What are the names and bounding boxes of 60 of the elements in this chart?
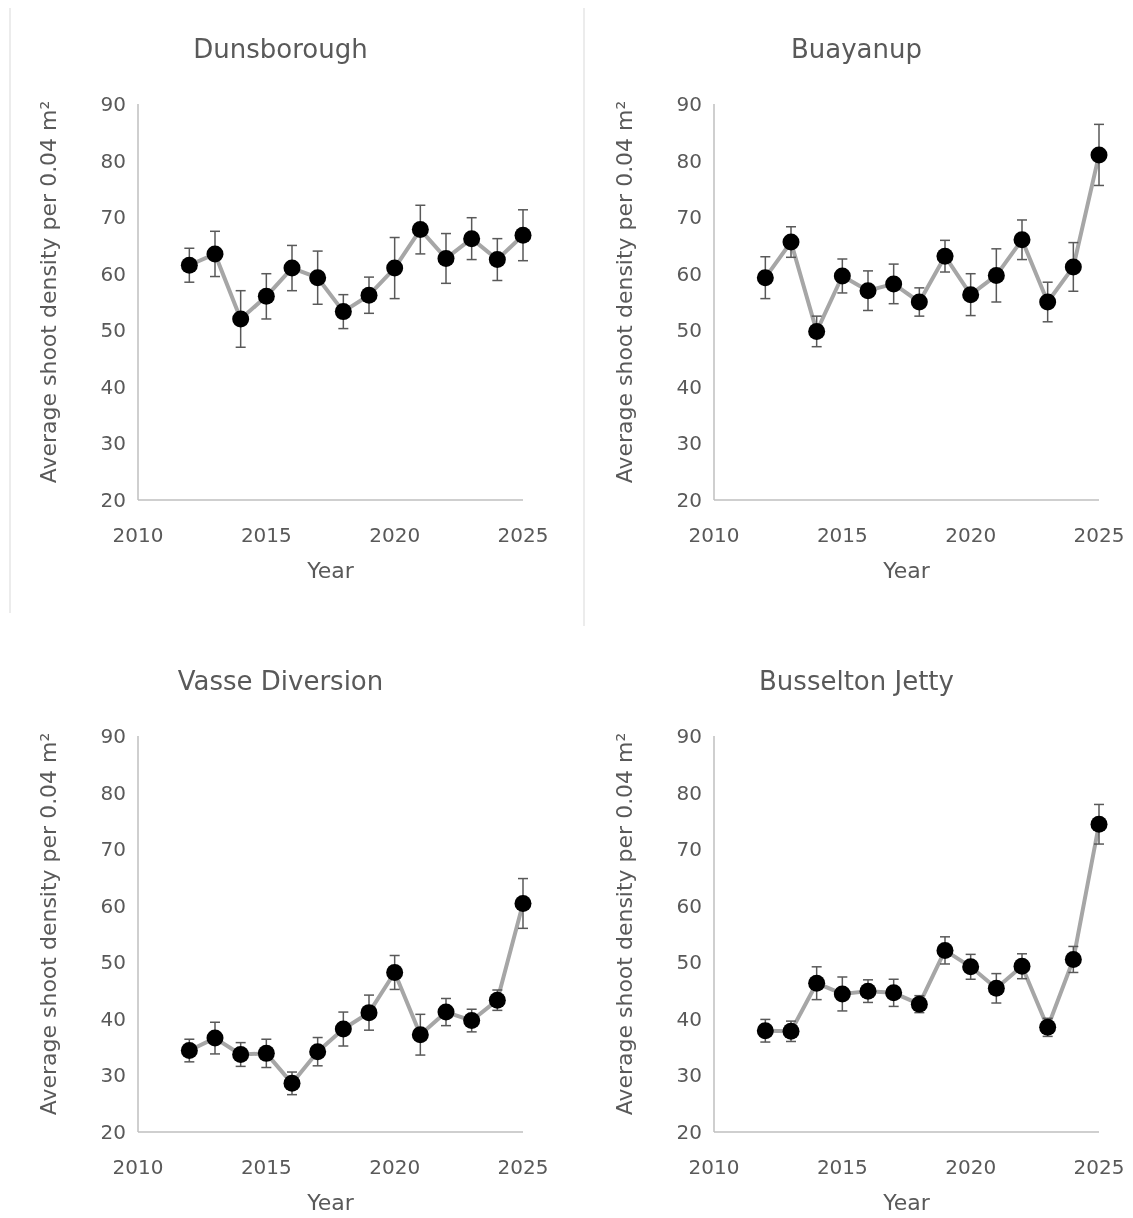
chart-title: Vasse Diversion bbox=[177, 666, 384, 696]
x-tick-label: 2025 bbox=[497, 523, 549, 547]
y-axis-title: Average shoot density per 0.04 m² bbox=[36, 732, 61, 1116]
chart-title: Dunsborough bbox=[193, 34, 368, 64]
y-tick-label: 40 bbox=[676, 1006, 702, 1031]
y-tick-label: 20 bbox=[100, 488, 126, 512]
y-tick-label: 60 bbox=[100, 261, 126, 286]
x-tick-label: 2010 bbox=[112, 1155, 164, 1179]
y-tick-label: 60 bbox=[676, 261, 702, 286]
y-tick-label: 50 bbox=[676, 950, 702, 975]
y-tick-label: 40 bbox=[676, 374, 702, 399]
x-axis-title: Year bbox=[306, 558, 355, 583]
y-tick-label: 80 bbox=[676, 780, 702, 805]
x-tick-label: 2020 bbox=[369, 1155, 421, 1179]
x-axis-title: Year bbox=[306, 1190, 355, 1215]
y-tick-label: 70 bbox=[676, 837, 702, 862]
y-tick-label: 90 bbox=[100, 92, 126, 116]
y-axis-title: Average shoot density per 0.04 m² bbox=[612, 732, 637, 1116]
y-tick-label: 20 bbox=[100, 1120, 126, 1144]
x-tick-label: 2010 bbox=[688, 523, 740, 547]
y-tick-label: 80 bbox=[100, 780, 126, 805]
y-axis-title: Average shoot density per 0.04 m² bbox=[36, 100, 61, 484]
x-tick-label: 2020 bbox=[945, 523, 997, 547]
x-tick-label: 2015 bbox=[816, 1155, 868, 1179]
x-tick-label: 2025 bbox=[1073, 523, 1125, 547]
x-tick-label: 2025 bbox=[1073, 1155, 1125, 1179]
y-tick-label: 90 bbox=[100, 724, 126, 748]
y-tick-label: 70 bbox=[100, 205, 126, 230]
y-tick-label: 30 bbox=[676, 431, 702, 456]
x-tick-label: 2025 bbox=[497, 1155, 549, 1179]
y-tick-label: 20 bbox=[676, 488, 702, 512]
y-tick-label: 90 bbox=[676, 92, 702, 116]
y-axis-title: Average shoot density per 0.04 m² bbox=[612, 100, 637, 484]
y-tick-label: 50 bbox=[100, 318, 126, 343]
y-tick-label: 60 bbox=[100, 893, 126, 918]
y-tick-label: 20 bbox=[676, 1120, 702, 1144]
x-tick-label: 2015 bbox=[816, 523, 868, 547]
chart-title: Busselton Jetty bbox=[759, 666, 954, 696]
x-axis-title: Year bbox=[882, 558, 931, 583]
y-tick-label: 30 bbox=[100, 1063, 126, 1088]
y-tick-label: 40 bbox=[100, 1006, 126, 1031]
y-tick-label: 80 bbox=[100, 148, 126, 173]
x-tick-label: 2010 bbox=[688, 1155, 740, 1179]
y-tick-label: 80 bbox=[676, 148, 702, 173]
chart-title: Buayanup bbox=[790, 34, 923, 64]
x-tick-label: 2020 bbox=[945, 1155, 997, 1179]
x-tick-label: 2020 bbox=[369, 523, 421, 547]
x-tick-label: 2010 bbox=[112, 523, 164, 547]
y-tick-label: 30 bbox=[676, 1063, 702, 1088]
x-tick-label: 2015 bbox=[240, 523, 292, 547]
y-tick-label: 50 bbox=[676, 318, 702, 343]
y-tick-label: 70 bbox=[100, 837, 126, 862]
y-tick-label: 70 bbox=[676, 205, 702, 230]
y-tick-label: 90 bbox=[676, 724, 702, 748]
x-tick-label: 2015 bbox=[240, 1155, 292, 1179]
y-tick-label: 50 bbox=[100, 950, 126, 975]
y-tick-label: 30 bbox=[100, 431, 126, 456]
y-tick-label: 60 bbox=[676, 893, 702, 918]
x-axis-title: Year bbox=[882, 1190, 931, 1215]
y-tick-label: 40 bbox=[100, 374, 126, 399]
